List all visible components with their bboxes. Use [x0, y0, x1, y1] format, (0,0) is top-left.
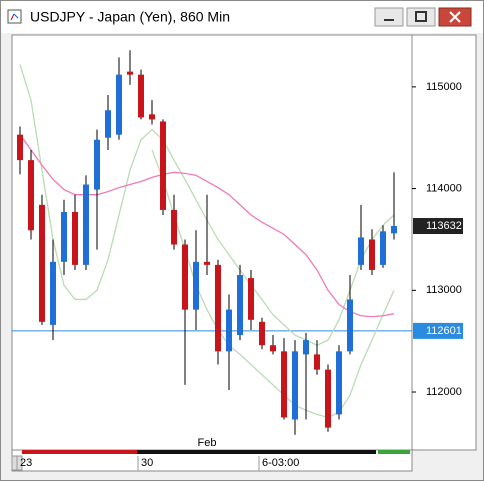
- candle-body: [138, 74, 144, 118]
- candle-body: [127, 71, 133, 75]
- indicator-line: [151, 149, 395, 419]
- candle-body: [325, 369, 331, 428]
- candle-body: [215, 264, 221, 352]
- candle-body: [28, 160, 34, 231]
- candle-body: [160, 121, 166, 210]
- maximize-button[interactable]: [406, 7, 436, 27]
- price-line-box: [413, 322, 463, 339]
- price-line-label: 112601: [426, 325, 462, 337]
- candle-body: [193, 261, 199, 310]
- close-button[interactable]: [438, 7, 472, 27]
- window-title: USDJPY - Japan (Yen), 860 Min: [30, 9, 230, 25]
- x-tick-label: 30: [141, 457, 153, 469]
- candle-body: [270, 345, 276, 352]
- y-tick-label: 115000: [426, 81, 462, 93]
- candle-body: [314, 354, 320, 370]
- candle-body: [39, 204, 45, 322]
- candle-body: [226, 309, 232, 352]
- app-icon: [7, 9, 22, 24]
- candle-body: [149, 114, 155, 120]
- x-tick-label: 23: [20, 457, 32, 469]
- minimize-button[interactable]: [374, 7, 404, 27]
- candle-body: [380, 231, 386, 265]
- candle-body: [358, 237, 364, 265]
- last-price-box: [413, 218, 463, 235]
- y-tick-label: 112000: [426, 386, 462, 398]
- candle-body: [347, 299, 353, 352]
- month-label: Feb: [198, 437, 217, 449]
- candle-body: [72, 211, 78, 265]
- candle-body: [391, 226, 397, 234]
- indicator-line: [19, 134, 395, 318]
- candle-body: [259, 321, 265, 346]
- session-bar: [22, 450, 410, 454]
- candle-body: [292, 351, 298, 420]
- candle-body: [281, 351, 287, 418]
- candle-body: [204, 261, 210, 265]
- y-tick-label: 114000: [426, 182, 462, 194]
- plot-area: [11, 34, 413, 451]
- candle-body: [83, 184, 89, 265]
- candle-body: [116, 74, 122, 135]
- candle-body: [336, 351, 342, 415]
- last-price-label: 113632: [426, 220, 462, 232]
- candle-body: [105, 110, 111, 138]
- price-axis: [411, 34, 477, 451]
- candle-body: [171, 209, 177, 245]
- candle-body: [248, 278, 254, 320]
- candle-body: [237, 275, 243, 336]
- candle-body: [17, 134, 23, 161]
- candle-body: [61, 211, 67, 262]
- candle-body: [369, 239, 375, 270]
- candle-body: [94, 139, 100, 190]
- candle-body: [303, 340, 309, 355]
- y-tick-label: 113000: [426, 284, 462, 296]
- x-tick-label: 6-03:00: [262, 457, 299, 469]
- candle-body: [182, 244, 188, 310]
- candle-body: [50, 261, 56, 325]
